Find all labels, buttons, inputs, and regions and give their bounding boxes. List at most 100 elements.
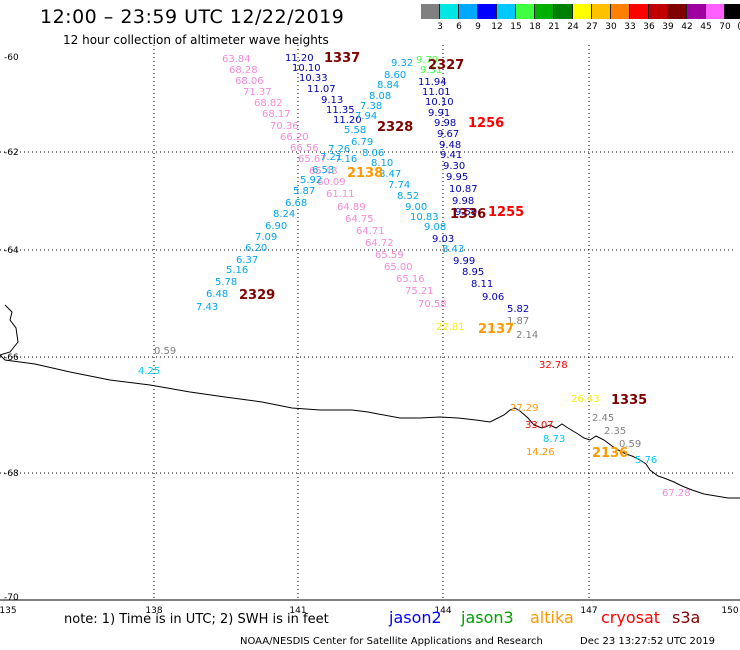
wave-height-label: 5.16 xyxy=(226,265,248,276)
legend-cryosat: cryosat xyxy=(601,608,661,627)
wave-height-label: 7.94 xyxy=(355,111,377,122)
wave-height-label: 63.84 xyxy=(222,54,251,65)
wave-height-label: 26.43 xyxy=(571,394,600,405)
legend-jason2: jason2 xyxy=(389,608,442,627)
wave-height-label: 8.08 xyxy=(369,91,391,102)
pass-time-label: 2136 xyxy=(592,446,628,461)
longitude-label: 135 xyxy=(0,606,17,616)
wave-height-label: 71.37 xyxy=(243,87,272,98)
wave-height-label: 8.10 xyxy=(371,158,393,169)
color-scale-bar xyxy=(421,4,740,19)
wave-height-label: 5.82 xyxy=(507,304,529,315)
pass-time-label: 2329 xyxy=(239,288,275,303)
wave-height-label: 8.95 xyxy=(462,267,484,278)
wave-height-label: 9.03 xyxy=(432,234,454,245)
wave-height-label: 8.73 xyxy=(543,434,565,445)
wave-height-label: 5.87 xyxy=(293,186,315,197)
color-swatch xyxy=(725,4,740,19)
wave-height-label: 9.98 xyxy=(434,118,456,129)
wave-height-label: 11.35 xyxy=(326,105,355,116)
wave-height-label: 22.81 xyxy=(436,322,465,333)
wave-height-label: 11.01 xyxy=(422,87,451,98)
wave-height-label: 8.52 xyxy=(397,191,419,202)
wave-height-label: 61.11 xyxy=(326,189,355,200)
color-swatch xyxy=(611,4,630,19)
wave-height-label: 2.14 xyxy=(516,330,538,341)
latitude-label: -62 xyxy=(4,148,19,158)
footer-note: note: 1) Time is in UTC; 2) SWH is in fe… xyxy=(64,612,329,627)
wave-height-label: 65.59 xyxy=(375,250,404,261)
wave-height-label: 9.98 xyxy=(452,196,474,207)
wave-height-label: 68.82 xyxy=(254,98,283,109)
color-scale-label: 30 xyxy=(605,22,617,32)
wave-height-label: 33.07 xyxy=(525,420,554,431)
wave-height-label: 64.75 xyxy=(345,214,374,225)
wave-height-label: 75.21 xyxy=(405,286,434,297)
wave-height-label: 11.20 xyxy=(285,53,314,64)
wave-height-label: 68.28 xyxy=(229,65,258,76)
wave-height-label: 2.35 xyxy=(604,426,626,437)
pass-time-label: 2138 xyxy=(347,166,383,181)
wave-height-label: 6.20 xyxy=(245,243,267,254)
wave-height-label: 5.92 xyxy=(300,175,322,186)
pass-time-label: 2327 xyxy=(428,58,464,73)
wave-height-label: 8.43 xyxy=(442,244,464,255)
wave-height-label: 9.99 xyxy=(453,256,475,267)
wave-height-label: 11.07 xyxy=(307,84,336,95)
color-swatch xyxy=(706,4,725,19)
wave-height-label: 9.32 xyxy=(391,58,413,69)
color-swatch xyxy=(592,4,611,19)
wave-height-label: 14.26 xyxy=(526,447,555,458)
page-subtitle: 12 hour collection of altimeter wave hei… xyxy=(63,33,329,47)
wave-height-label: 6.68 xyxy=(285,198,307,209)
wave-height-label: 8.84 xyxy=(377,80,399,91)
wave-height-label: 65.67 xyxy=(298,154,327,165)
pass-time-label: 1335 xyxy=(611,393,647,408)
color-scale-label: 42 xyxy=(681,22,693,32)
wave-height-label: 70.36 xyxy=(270,121,299,132)
wave-height-label: 68.06 xyxy=(235,76,264,87)
wave-height-label: 60.09 xyxy=(317,177,346,188)
axis-labels: 135 138 141 144 147 150 -60 -62 -64 -66 -68 -70 xyxy=(0,53,739,616)
wave-height-label: 9.06 xyxy=(482,292,504,303)
color-swatch xyxy=(497,4,516,19)
wave-height-label: 9.59 xyxy=(455,207,477,218)
wave-height-label: 8.60 xyxy=(384,70,406,81)
color-scale-label: 15 xyxy=(510,22,522,32)
wave-height-label: 65.16 xyxy=(396,274,425,285)
wave-height-label: 7.43 xyxy=(196,302,218,313)
wave-height-label: 27.29 xyxy=(510,403,539,414)
color-scale-label: (ft) xyxy=(737,22,740,32)
wave-height-label: 5.76 xyxy=(635,455,657,466)
latitude-label: -68 xyxy=(4,469,19,479)
pass-time-label: 1255 xyxy=(488,205,524,220)
latitude-label: -64 xyxy=(4,246,19,256)
latitude-label: -60 xyxy=(4,53,19,63)
wave-height-label: 6.48 xyxy=(206,289,228,300)
wave-height-label: 6.79 xyxy=(351,137,373,148)
longitude-label: 150 xyxy=(721,606,738,616)
page-title: 12:00 – 23:59 UTC 12/22/2019 xyxy=(40,6,345,28)
wave-height-label: 8.06 xyxy=(362,148,384,159)
latitude-label: -66 xyxy=(4,353,19,363)
wave-height-label: 11.94 xyxy=(418,77,447,88)
wave-height-label: 7.21 xyxy=(320,152,342,163)
wave-height-label: 4.25 xyxy=(138,366,160,377)
pass-time-labels: 1337 2327 2328 1256 2138 1336 1255 2329 2137 1335… xyxy=(239,51,647,461)
color-swatch xyxy=(668,4,687,19)
wave-height-label: 9.48 xyxy=(439,140,461,151)
color-scale-label: 24 xyxy=(567,22,579,32)
color-scale-label: 45 xyxy=(700,22,712,32)
wave-height-label: 10.83 xyxy=(410,212,439,223)
wave-height-label: 8.11 xyxy=(471,279,493,290)
credit-text: NOAA/NESDIS Center for Satellite Applica… xyxy=(240,636,543,647)
wave-height-label: 9.41 xyxy=(440,150,462,161)
color-swatch xyxy=(630,4,649,19)
wave-height-label: 5.58 xyxy=(344,125,366,136)
color-swatch xyxy=(516,4,535,19)
color-scale-label: 70 xyxy=(719,22,731,32)
color-swatch xyxy=(440,4,459,19)
wave-height-label: 9.79 xyxy=(416,55,438,66)
wave-height-label: 64.71 xyxy=(356,226,385,237)
